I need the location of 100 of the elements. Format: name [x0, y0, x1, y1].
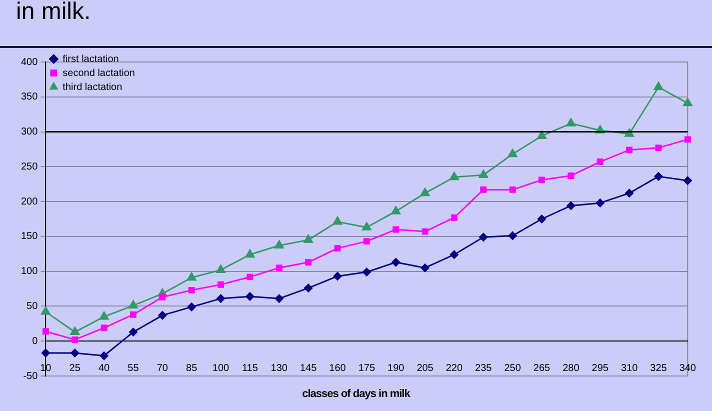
x-tick-label: 220: [446, 362, 463, 374]
legend-label: second lactation: [62, 68, 135, 79]
point: [42, 328, 49, 335]
y-tick-label: -50: [23, 370, 38, 382]
x-tick-label: 175: [358, 362, 376, 374]
point: [508, 148, 518, 158]
point: [363, 238, 370, 245]
y-tick-label: 200: [20, 196, 38, 208]
legend-label: third lactation: [62, 82, 122, 93]
y-tick-label: 100: [20, 266, 38, 278]
point: [186, 272, 196, 281]
x-tick-label: 55: [128, 362, 140, 374]
point: [99, 311, 109, 320]
point: [332, 216, 342, 225]
point: [625, 188, 634, 198]
point: [246, 274, 254, 280]
point: [274, 294, 284, 303]
point: [392, 226, 400, 233]
point: [216, 294, 226, 303]
point: [305, 259, 312, 266]
point: [41, 306, 50, 315]
point: [509, 186, 516, 193]
point: [683, 98, 692, 106]
x-tick-label: 25: [69, 362, 81, 374]
point: [41, 348, 50, 358]
point: [304, 284, 313, 292]
point: [683, 176, 692, 185]
point: [128, 300, 138, 309]
point: [568, 172, 574, 179]
y-tick-label: 50: [26, 300, 38, 312]
point: [479, 232, 488, 242]
point: [422, 228, 428, 235]
point: [654, 172, 663, 181]
point: [450, 172, 459, 180]
chart-title: in milk.: [16, 0, 91, 26]
point: [566, 201, 576, 210]
point: [684, 136, 691, 143]
x-tick-label: 85: [186, 362, 198, 374]
point: [450, 214, 458, 221]
x-tick-label: 190: [388, 362, 405, 374]
point: [130, 311, 136, 318]
point: [72, 336, 78, 343]
y-tick-label: 250: [20, 161, 38, 172]
point: [596, 198, 604, 208]
x-tick-label: 100: [212, 362, 230, 374]
point: [304, 234, 313, 243]
point: [538, 176, 545, 184]
x-tick-label: 310: [620, 362, 638, 374]
point: [508, 231, 517, 240]
point: [538, 214, 546, 224]
x-tick-label: 325: [650, 362, 668, 374]
point: [450, 250, 458, 259]
point: [480, 186, 487, 193]
point: [478, 170, 488, 178]
point: [158, 311, 167, 320]
point: [420, 264, 430, 272]
point: [333, 272, 342, 280]
point: [274, 240, 284, 249]
point: [654, 82, 664, 90]
point: [596, 158, 604, 166]
point: [246, 292, 254, 301]
point: [159, 294, 166, 300]
x-tick-label: 130: [270, 362, 288, 374]
point: [362, 268, 371, 276]
point: [70, 326, 80, 336]
x-tick-label: 265: [533, 362, 551, 374]
point: [218, 281, 224, 288]
point: [420, 188, 430, 196]
x-tick-label: 295: [592, 362, 609, 374]
point: [391, 206, 400, 214]
point: [188, 286, 195, 294]
y-tick-label: 300: [20, 126, 38, 138]
point: [216, 264, 226, 273]
point: [187, 302, 196, 312]
x-tick-label: 250: [504, 362, 522, 374]
x-tick-label: 340: [679, 362, 696, 374]
point: [276, 264, 282, 272]
y-tick-label: 350: [20, 92, 38, 103]
x-tick-label: 40: [98, 362, 110, 374]
point: [70, 348, 80, 358]
point: [566, 118, 576, 126]
point: [655, 144, 662, 152]
legend-label: first lactation: [62, 54, 119, 65]
x-tick-label: 160: [329, 362, 346, 374]
point: [537, 130, 546, 139]
y-tick-label: 150: [20, 231, 38, 242]
x-tick-label: 235: [475, 362, 492, 374]
x-tick-label: 115: [242, 362, 258, 374]
x-tick-label: 70: [156, 362, 168, 374]
x-tick-label: 205: [416, 362, 434, 374]
point: [100, 324, 108, 332]
y-tick-label: 0: [32, 336, 38, 347]
point: [626, 146, 633, 154]
point: [245, 249, 255, 258]
point: [334, 245, 341, 252]
point: [362, 222, 372, 230]
x-tick-label: 280: [562, 362, 580, 374]
point: [128, 328, 138, 336]
point: [100, 352, 108, 360]
y-tick-label: 400: [20, 56, 38, 68]
